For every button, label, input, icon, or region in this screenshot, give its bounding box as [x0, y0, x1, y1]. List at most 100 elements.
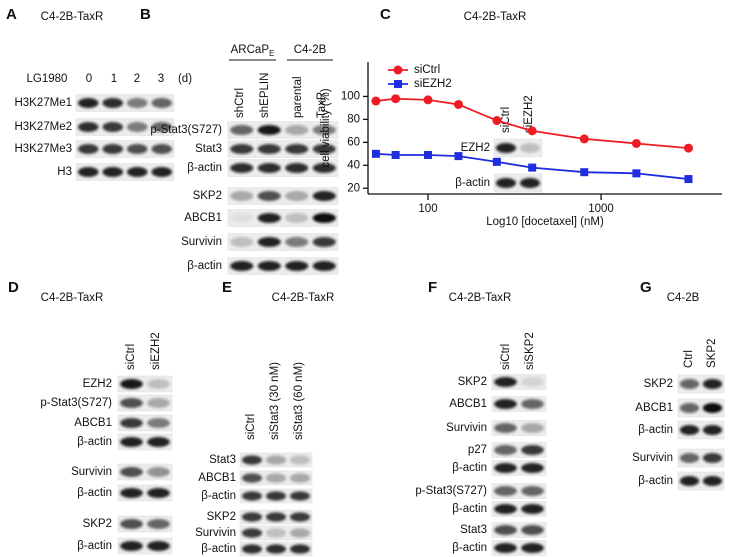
blot-band [241, 544, 263, 554]
legend-marker [394, 80, 402, 88]
blot-band [126, 122, 148, 132]
marker [371, 149, 380, 158]
blot-band [519, 178, 541, 188]
blot-band [230, 191, 254, 201]
blot-band [494, 463, 517, 473]
blot-band [120, 418, 143, 428]
row-label: SKP2 [193, 190, 222, 202]
blot-band [285, 237, 309, 247]
blot-band [102, 144, 124, 154]
row-label: β-actin [187, 260, 222, 272]
blot-band [679, 403, 700, 413]
row-label: Stat3 [460, 524, 487, 536]
row-label: SKP2 [458, 376, 487, 388]
blot-band [120, 519, 143, 529]
blot-band [120, 437, 143, 447]
blot-band [521, 377, 544, 387]
row-label: p27 [468, 444, 487, 456]
marker [527, 126, 537, 136]
blot-band [679, 453, 700, 463]
row-label: ABCB1 [635, 402, 673, 414]
y-tick-label: 60 [347, 136, 360, 148]
blot-band [312, 163, 336, 173]
lane-label: siCtrl [125, 344, 137, 370]
blot-band [151, 144, 173, 154]
marker [492, 116, 502, 126]
legend-label: siEZH2 [414, 78, 452, 90]
blot-band [521, 525, 544, 535]
blot-band [151, 122, 173, 132]
blot-band [265, 455, 287, 465]
lane-label: siCtrl [500, 344, 512, 370]
row-label: H3K27Me2 [14, 121, 72, 133]
blot-band [285, 125, 309, 135]
blot-strip [75, 163, 175, 181]
lane-label: parental [292, 76, 304, 118]
marker [424, 150, 433, 159]
blot-band [120, 467, 143, 477]
blot-strip [227, 121, 339, 139]
blot-band [521, 423, 544, 433]
row-label: β-actin [452, 542, 487, 554]
blot-band [521, 445, 544, 455]
group-name: C4-2B [294, 44, 327, 56]
group-subscript: E [269, 49, 274, 58]
panel-title: C4-2B-TaxR [41, 11, 104, 23]
row-label: SKP2 [207, 511, 236, 523]
blot-band [147, 467, 170, 477]
blot-strip [75, 118, 175, 136]
y-tick-label: 100 [341, 90, 360, 102]
marker [391, 150, 400, 159]
blot-band [521, 504, 544, 514]
blot-band [265, 544, 287, 554]
lane-label: siStat3 (60 nM) [293, 362, 305, 440]
blot-band [679, 476, 700, 486]
blot-band [289, 473, 311, 483]
blot-band [285, 163, 309, 173]
blot-band [702, 425, 723, 435]
group-label: ARCaPE [231, 44, 275, 58]
blot-band [285, 191, 309, 201]
blot-band [241, 455, 263, 465]
blot-band [702, 379, 723, 389]
blot-band [312, 237, 336, 247]
blot-band [147, 418, 170, 428]
row-label: ABCB1 [184, 212, 222, 224]
blot-band [147, 519, 170, 529]
blot-band [289, 455, 311, 465]
group-label: C4-2B [294, 44, 327, 56]
marker [683, 143, 693, 153]
blot-band [120, 398, 143, 408]
blot-band [230, 213, 254, 223]
legend-marker [393, 65, 403, 75]
blot-band [147, 437, 170, 447]
blot-strip [227, 187, 339, 205]
blot-band [679, 379, 700, 389]
blot-band [494, 543, 517, 553]
row-label: β-actin [187, 162, 222, 174]
blot-band [77, 122, 99, 132]
row-label: Survivin [632, 452, 673, 464]
lane-label: siSKP2 [524, 332, 536, 370]
lane-label: siEZH2 [523, 95, 535, 133]
blot-band [312, 261, 336, 271]
row-label: β-actin [77, 487, 112, 499]
y-tick-label: 20 [347, 182, 360, 194]
marker [580, 168, 589, 177]
panel-letter: A [6, 6, 17, 23]
blot-band [126, 98, 148, 108]
blot-band [494, 399, 517, 409]
blot-band [230, 125, 254, 135]
panel-title: C4-2B-TaxR [449, 292, 512, 304]
row-label: β-actin [455, 177, 490, 189]
blot-strip [75, 94, 175, 112]
x-tick-label: 1000 [588, 203, 614, 215]
row-label: H3 [57, 166, 72, 178]
blot-band [120, 488, 143, 498]
blot-band [257, 237, 281, 247]
blot-band [521, 463, 544, 473]
blot-band [265, 491, 287, 501]
row-label: β-actin [452, 462, 487, 474]
blot-band [285, 144, 309, 154]
blot-band [230, 237, 254, 247]
